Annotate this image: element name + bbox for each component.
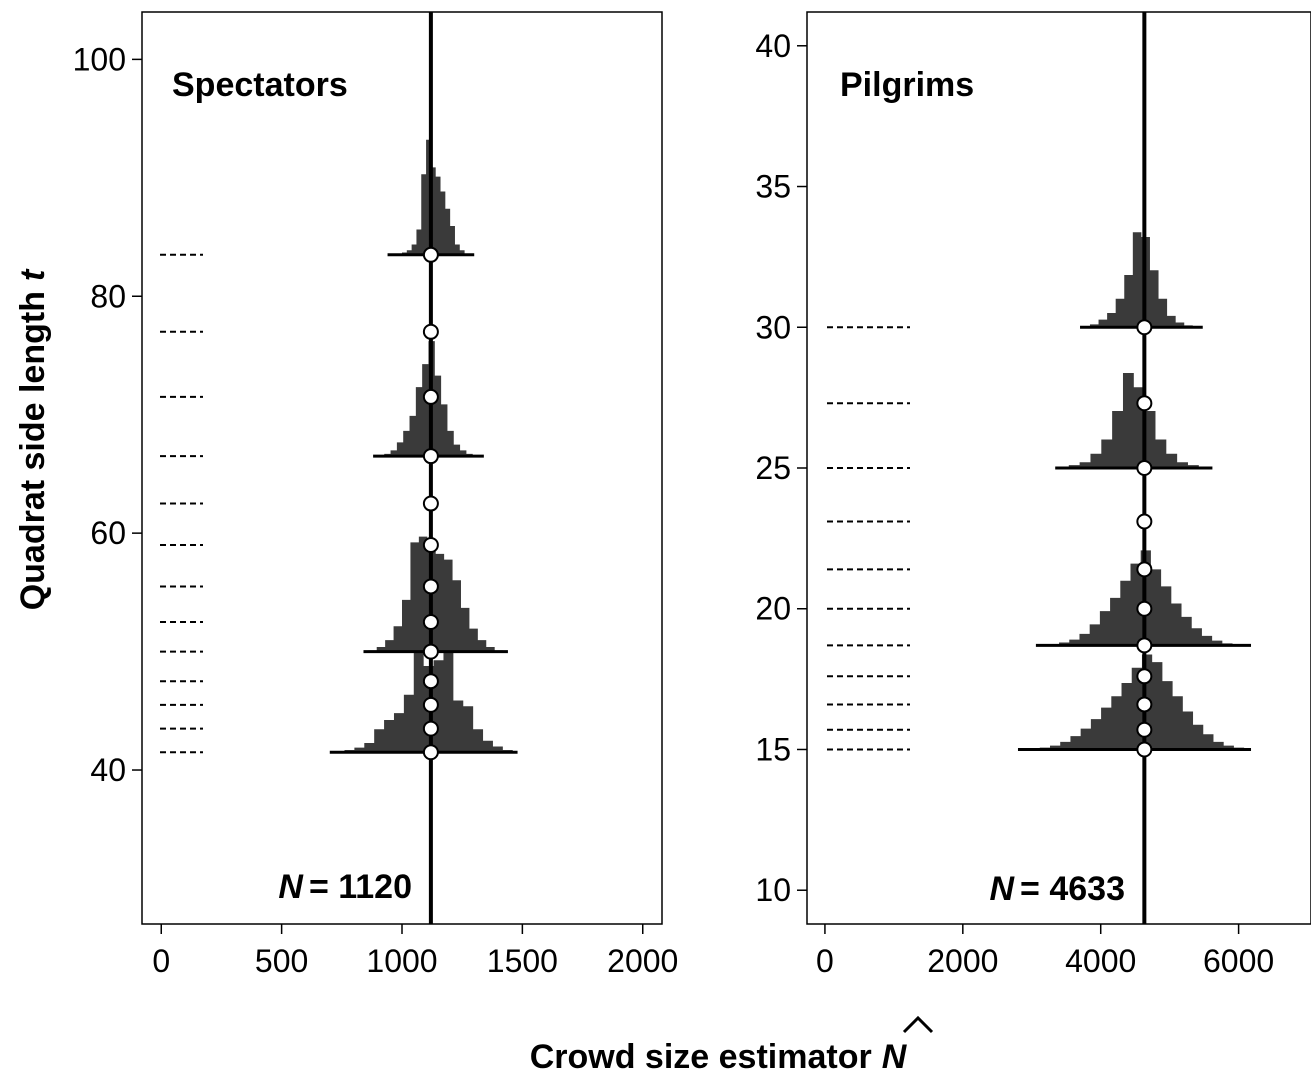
quadrat-point: [422, 448, 439, 465]
histogram: [1038, 550, 1243, 646]
x-tick-label: 1500: [487, 943, 558, 979]
quadrat-point: [1136, 600, 1153, 617]
x-axis-symbol: N: [882, 1038, 908, 1074]
x-tick-label: 0: [816, 943, 834, 979]
quadrat-point: [422, 720, 439, 737]
quadrat-point: [422, 744, 439, 761]
n-value: = 1120: [309, 868, 412, 906]
histogram: [1057, 373, 1210, 468]
quadrat-point: [1136, 696, 1153, 713]
y-tick-label: 80: [90, 278, 126, 314]
quadrat-point: [1136, 395, 1153, 412]
quadrat-point: [422, 388, 439, 405]
x-tick-label: 6000: [1203, 943, 1274, 979]
n-symbol: N: [278, 868, 304, 906]
x-tick-label: 0: [152, 943, 170, 979]
x-tick-label: 2000: [927, 943, 998, 979]
y-tick-label: 20: [755, 591, 791, 627]
panel-title: Spectators: [172, 66, 348, 104]
y-tick-label: 35: [755, 169, 791, 205]
quadrat-point: [1136, 460, 1153, 476]
quadrat-point: [1136, 668, 1153, 685]
x-tick-label: 500: [255, 943, 308, 979]
y-tick-label: 100: [73, 41, 126, 77]
y-axis-symbol: t: [14, 268, 52, 281]
y-tick-label: 30: [755, 309, 791, 345]
quadrat-point: [422, 643, 439, 660]
true-n-label: N = 1120: [278, 868, 412, 906]
y-tick-label: 60: [90, 515, 126, 551]
y-tick-label: 40: [755, 28, 791, 64]
panel-frame: [141, 11, 663, 925]
pilgrims-panel: 0 2000 4000 6000 10 15 20 25 30 35 40 Pilgrims N =…: [755, 11, 1311, 979]
quadrat-point: [422, 578, 439, 595]
histogram: [1019, 654, 1245, 750]
histogram: [368, 536, 504, 652]
histogram: [334, 637, 513, 753]
y-tick-label: 25: [755, 450, 791, 486]
quadrat-point: [422, 495, 439, 512]
quadrat-point: [422, 696, 439, 713]
true-n-label: N = 4633: [989, 870, 1125, 908]
quadrat-point: [1136, 513, 1153, 530]
quadrat-point: [1136, 721, 1153, 738]
x-axis-label: Crowd size estimator N: [530, 1038, 908, 1074]
x-tick-label: 4000: [1065, 943, 1136, 979]
y-axis-label-text: Quadrat side length: [14, 291, 52, 610]
y-tick-label: 15: [755, 731, 791, 767]
quadrat-point: [422, 673, 439, 690]
quadrat-point: [422, 536, 439, 553]
quadrat-point: [1136, 319, 1153, 336]
histogram: [1081, 232, 1202, 328]
quadrat-point: [422, 613, 439, 630]
x-axis-symbol-hat: [902, 1015, 934, 1034]
panel-title: Pilgrims: [840, 66, 974, 104]
n-value: = 4633: [1020, 870, 1125, 908]
y-axis-label: Quadrat side length t: [14, 268, 52, 610]
quadrat-point: [1136, 637, 1153, 654]
spectators-panel: 0 500 1000 1500 2000 40 60 80 100 Spectators N =…: [73, 11, 678, 979]
x-tick-label: 1000: [366, 943, 437, 979]
quadrat-point: [1136, 561, 1153, 578]
quadrat-point: [422, 323, 439, 340]
x-tick-label: 2000: [607, 943, 678, 979]
y-tick-label: 40: [90, 752, 126, 788]
quadrat-point: [1136, 741, 1153, 758]
quadrat-point: [422, 246, 439, 263]
x-axis-label-text: Crowd size estimator: [530, 1038, 872, 1074]
n-symbol: N: [989, 870, 1015, 908]
y-tick-label: 10: [755, 872, 791, 908]
